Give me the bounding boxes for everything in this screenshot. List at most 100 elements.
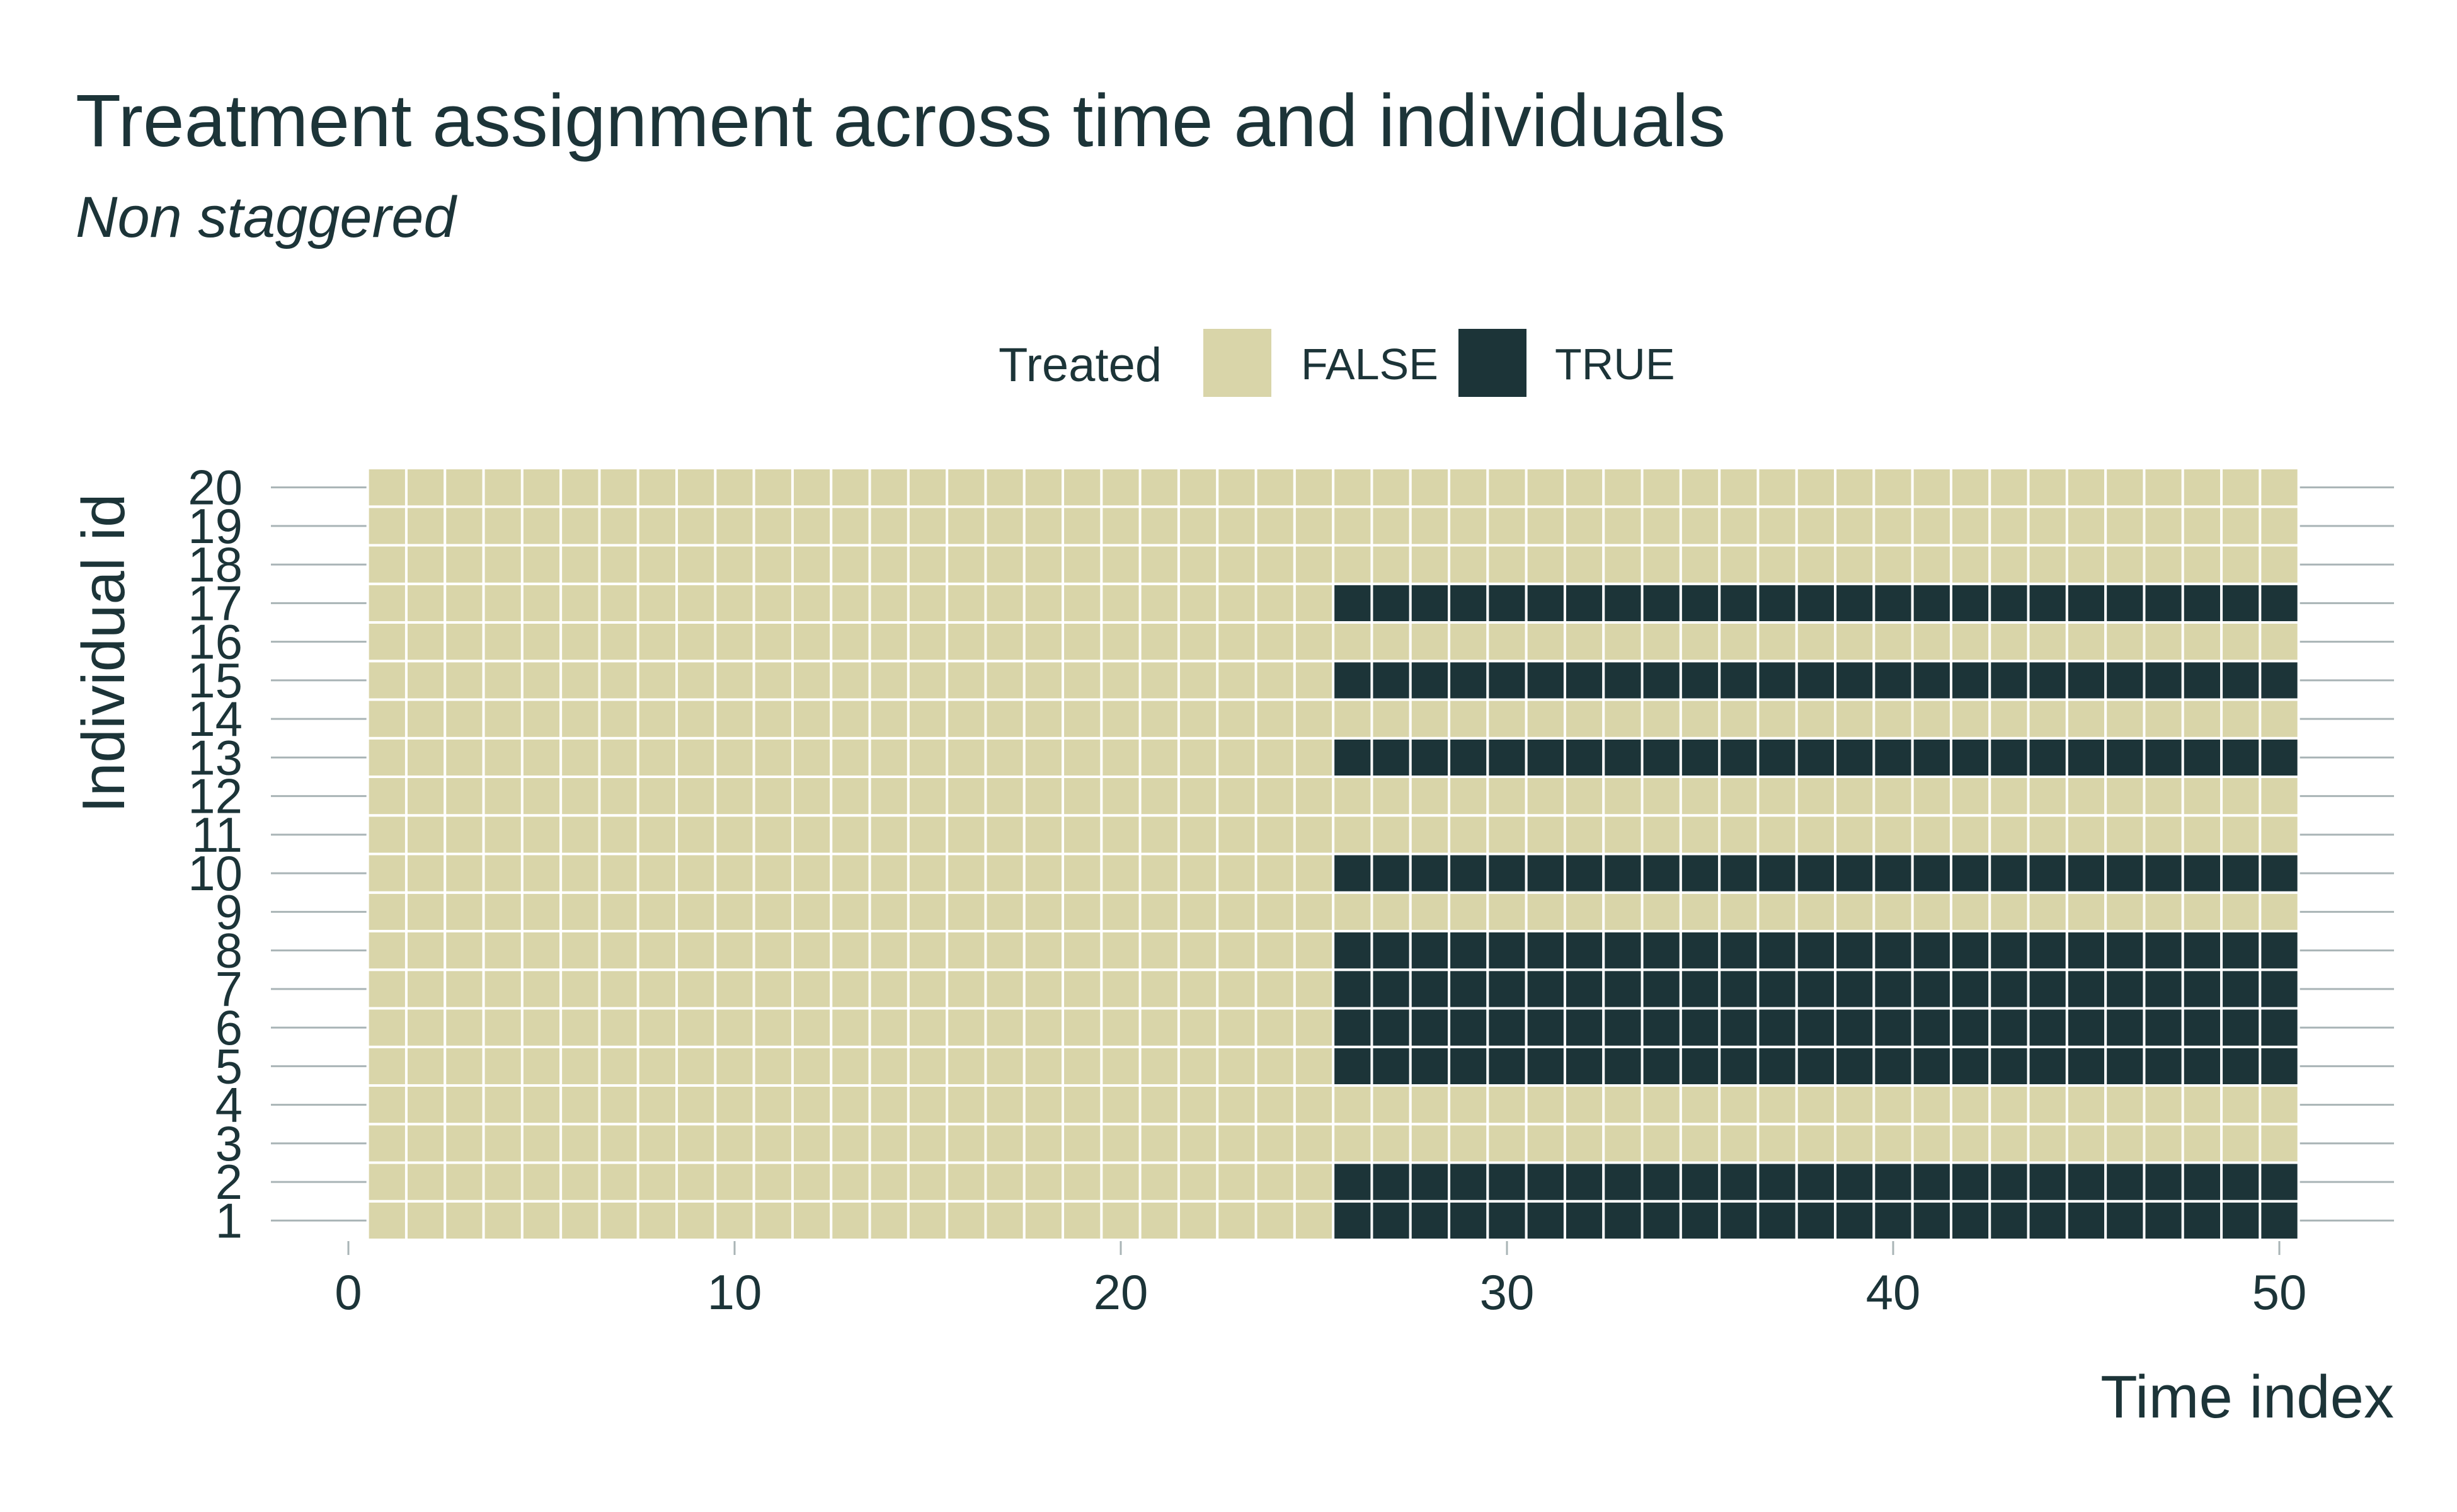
heatmap-cell: [675, 1007, 717, 1048]
heatmap-cell: [404, 467, 447, 508]
heatmap-cell: [1525, 736, 1566, 778]
heatmap-cell: [830, 621, 871, 663]
heatmap-cell: [1448, 1045, 1489, 1087]
heatmap-cell: [1486, 505, 1528, 547]
heatmap-cell: [1795, 660, 1837, 701]
heatmap-cell: [1448, 1200, 1489, 1241]
heatmap-cell: [1062, 930, 1103, 971]
heatmap-cell: [636, 1123, 679, 1164]
heatmap-cell: [752, 968, 794, 1010]
heatmap-cell: [559, 1161, 601, 1203]
heatmap-cell: [1486, 1045, 1528, 1087]
heatmap-cell: [1293, 930, 1335, 971]
heatmap-cell: [2220, 968, 2262, 1010]
y-tick-label: 12: [188, 769, 243, 824]
heatmap-cell: [1486, 776, 1528, 817]
heatmap-cell: [1216, 1084, 1257, 1126]
heatmap-cell: [2181, 698, 2223, 740]
heatmap-cell: [2104, 467, 2146, 508]
heatmap-cell: [2027, 1007, 2068, 1048]
heatmap-cell: [1641, 1123, 1682, 1164]
heatmap-cell: [2220, 621, 2262, 663]
heatmap-cell: [1100, 1200, 1142, 1241]
heatmap-cell: [444, 1084, 485, 1126]
heatmap-cell: [2259, 698, 2300, 740]
heatmap-cell: [1911, 1123, 1952, 1164]
heatmap-cell: [1834, 930, 1876, 971]
heatmap-cell: [2181, 1007, 2223, 1048]
heatmap-cell: [636, 1200, 679, 1241]
heatmap-cell: [636, 660, 679, 701]
heatmap-cell: [1370, 1200, 1412, 1241]
heatmap-cell: [1022, 736, 1065, 778]
heatmap-cell: [675, 505, 717, 547]
heatmap-cell: [946, 1007, 987, 1048]
heatmap-cell: [714, 891, 755, 932]
heatmap-cell: [2143, 660, 2184, 701]
heatmap-cell: [1062, 852, 1103, 894]
heatmap-cell: [1795, 1084, 1837, 1126]
heatmap-cell: [984, 544, 1026, 585]
heatmap-cell: [1022, 505, 1065, 547]
heatmap-cell: [1525, 505, 1566, 547]
x-tick-label: 0: [335, 1264, 362, 1320]
heatmap-cell: [1834, 891, 1876, 932]
heatmap-cell: [1949, 930, 1991, 971]
heatmap-cell: [1138, 891, 1180, 932]
heatmap-cell: [366, 1200, 408, 1241]
heatmap-cell: [1795, 1200, 1837, 1241]
heatmap-cell: [1254, 1123, 1296, 1164]
heatmap-cell: [984, 660, 1026, 701]
heatmap-cell: [2143, 1045, 2184, 1087]
heatmap-cell: [868, 467, 910, 508]
heatmap-cell: [868, 891, 910, 932]
y-tick-label: 5: [215, 1038, 243, 1094]
heatmap-cell: [984, 968, 1026, 1010]
x-tick-label: 50: [2252, 1264, 2307, 1320]
heatmap-cell: [830, 1200, 871, 1241]
heatmap-cell: [1022, 582, 1065, 624]
heatmap-cell: [984, 852, 1026, 894]
legend-swatch-false: [1203, 329, 1271, 397]
heatmap-cell: [1641, 1200, 1682, 1241]
heatmap-cell: [1718, 1161, 1760, 1203]
heatmap-cell: [1872, 1045, 1914, 1087]
heatmap-cell: [2027, 736, 2068, 778]
heatmap-cell: [907, 1045, 949, 1087]
heatmap-cell: [1138, 544, 1180, 585]
heatmap-cell: [1022, 1200, 1065, 1241]
heatmap-cell: [1911, 621, 1952, 663]
heatmap-cell: [1409, 1045, 1451, 1087]
heatmap-cell: [675, 1084, 717, 1126]
heatmap-cell: [1486, 736, 1528, 778]
heatmap-cell: [984, 1084, 1026, 1126]
heatmap-cell: [2104, 736, 2146, 778]
heatmap-cell: [2104, 891, 2146, 932]
heatmap-cell: [1332, 1007, 1373, 1048]
heatmap-cell: [1872, 1161, 1914, 1203]
heatmap-cell: [752, 1200, 794, 1241]
heatmap-cell: [1988, 1007, 2030, 1048]
heatmap-cell: [2181, 814, 2223, 856]
heatmap-cell: [1834, 1045, 1876, 1087]
heatmap-cell: [1100, 582, 1142, 624]
heatmap-cell: [1022, 1123, 1065, 1164]
heatmap-cell: [1563, 1161, 1605, 1203]
heatmap-cell: [1062, 544, 1103, 585]
heatmap-cell: [1795, 968, 1837, 1010]
heatmap-cell: [404, 852, 447, 894]
heatmap-cell: [1062, 1007, 1103, 1048]
heatmap-cell: [1486, 891, 1528, 932]
heatmap-cell: [598, 1161, 639, 1203]
heatmap-cell: [868, 1007, 910, 1048]
heatmap-cell: [1641, 698, 1682, 740]
heatmap-cell: [2104, 544, 2146, 585]
heatmap-cell: [1563, 544, 1605, 585]
heatmap-cell: [1602, 621, 1644, 663]
heatmap-cell: [1988, 660, 2030, 701]
heatmap-cell: [1409, 660, 1451, 701]
heatmap-cell: [1525, 814, 1566, 856]
heatmap-cell: [1756, 930, 1798, 971]
heatmap-cell: [2143, 930, 2184, 971]
heatmap-cell: [2220, 1161, 2262, 1203]
